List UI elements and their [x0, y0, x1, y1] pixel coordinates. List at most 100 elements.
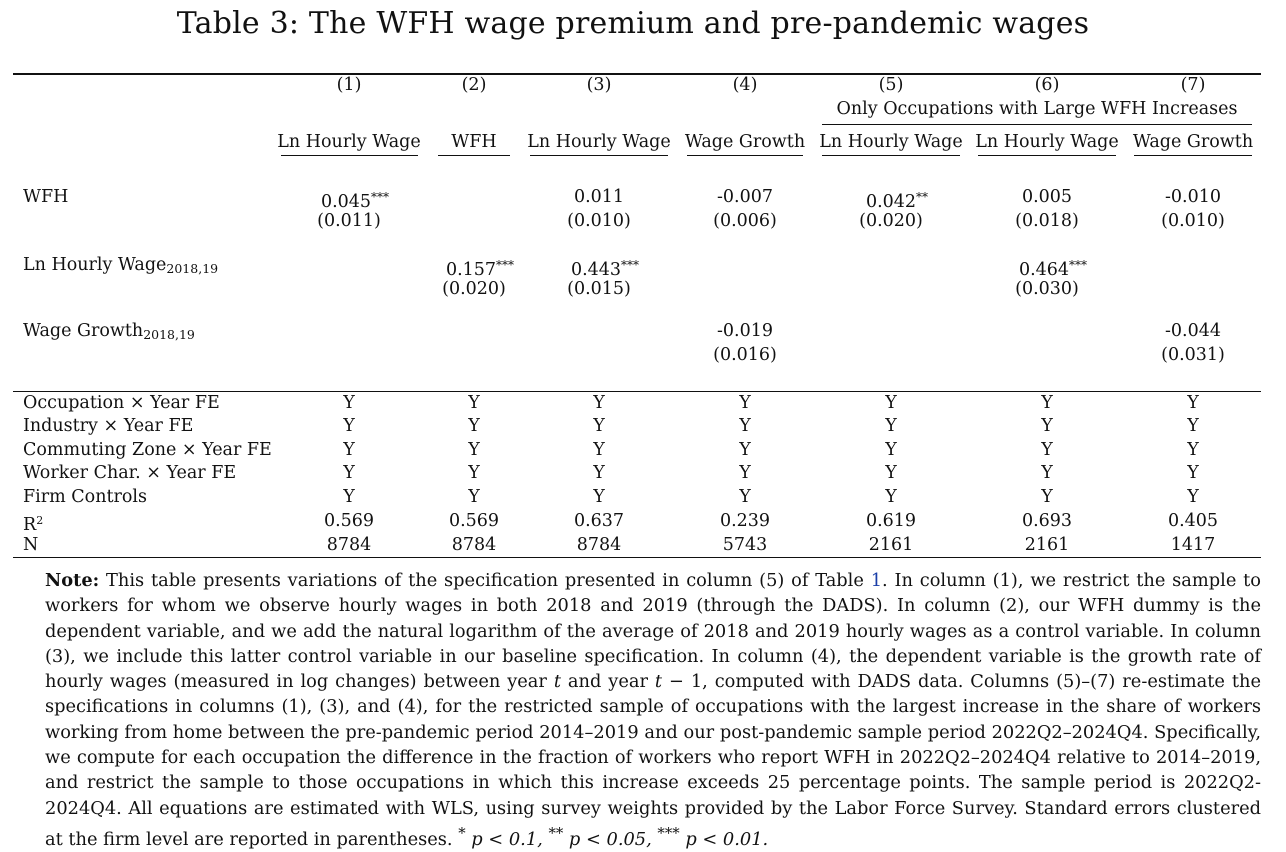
fe-indicator-cell: Y	[343, 416, 355, 436]
column-number: (6)	[1034, 75, 1060, 95]
column-header: Ln Hourly Wage	[527, 132, 671, 152]
fe-indicator-cell: Y	[343, 463, 355, 483]
group-header: Only Occupations with Large WFH Increase…	[836, 99, 1238, 119]
stat-value-cell: 0.619	[865, 511, 917, 531]
column-underline	[438, 155, 510, 156]
fe-row-label: Worker Char. × Year FE	[23, 463, 237, 483]
mid-rule	[13, 391, 1261, 392]
coefficient-cell: -0.019	[717, 320, 773, 342]
fe-indicator-cell: Y	[1041, 416, 1053, 436]
stat-value-cell: 8784	[326, 535, 372, 555]
coefficient-cell: 0.157***	[446, 254, 514, 281]
column-header: Wage Growth	[684, 132, 806, 152]
fe-indicator-cell: Y	[739, 393, 751, 413]
fe-indicator-cell: Y	[1187, 416, 1199, 436]
column-header: Ln Hourly Wage	[975, 132, 1119, 152]
significance-stars: ***	[621, 258, 640, 272]
standard-error-cell: (0.031)	[1161, 345, 1225, 365]
coefficient-value: -0.019	[716, 321, 774, 341]
stat-row-label: R2	[23, 510, 43, 536]
fe-indicator-cell: Y	[1187, 487, 1199, 507]
coefficient-cell: 0.443***	[571, 254, 639, 281]
column-number: (5)	[878, 75, 904, 95]
stat-row-label: N	[23, 534, 38, 556]
significance-stars: ***	[1069, 258, 1088, 272]
coefficient-value: -0.007	[716, 187, 774, 207]
fe-indicator-cell: Y	[468, 440, 480, 460]
coefficient-value: 0.042	[865, 192, 917, 212]
standard-error-cell: (0.018)	[1015, 211, 1079, 231]
coefficient-value: 0.157	[445, 260, 497, 280]
standard-error-cell: (0.010)	[567, 211, 631, 231]
column-underline	[530, 155, 668, 156]
coefficient-cell: 0.045***	[321, 186, 389, 213]
fe-indicator-cell: Y	[468, 463, 480, 483]
stat-value-cell: 8784	[576, 535, 622, 555]
coefficient-cell: 0.005	[1022, 186, 1072, 208]
stat-value-cell: 0.637	[573, 511, 625, 531]
coefficient-value: 0.045	[320, 192, 372, 212]
coefficient-cell: 0.042**	[866, 186, 928, 213]
fe-indicator-cell: Y	[593, 463, 605, 483]
fe-indicator-cell: Y	[885, 416, 897, 436]
row-label-text: Ln Hourly Wage	[23, 255, 167, 275]
fe-indicator-cell: Y	[885, 487, 897, 507]
row-label-subscript: 2018,19	[143, 327, 195, 342]
row-label: WFH	[23, 186, 68, 208]
standard-error-cell: (0.030)	[1015, 279, 1079, 299]
bottom-rule	[13, 557, 1261, 558]
sig-star-3: ***	[657, 824, 680, 842]
stat-value-cell: 8784	[451, 535, 497, 555]
note-var-t1: t	[553, 671, 561, 693]
column-underline	[281, 155, 418, 156]
note-text-2: . In column (1), we restrict the sample …	[45, 570, 1262, 693]
fe-indicator-cell: Y	[885, 393, 897, 413]
fe-row-label: Firm Controls	[23, 487, 147, 507]
row-label-text: Wage Growth	[23, 321, 144, 341]
stat-value-cell: 0.405	[1167, 511, 1219, 531]
fe-indicator-cell: Y	[885, 440, 897, 460]
column-number: (4)	[732, 75, 758, 95]
fe-indicator-cell: Y	[1187, 463, 1199, 483]
coefficient-value: 0.443	[570, 260, 622, 280]
row-label: Ln Hourly Wage2018,19	[23, 254, 218, 280]
table-note: Note: This table presents variations of …	[45, 568, 1261, 852]
coefficient-cell: 0.464***	[1019, 254, 1087, 281]
stat-label-text: R	[23, 515, 37, 535]
fe-indicator-cell: Y	[1041, 440, 1053, 460]
column-underline	[978, 155, 1116, 156]
standard-error-cell: (0.010)	[1161, 211, 1225, 231]
column-header: Wage Growth	[1132, 132, 1254, 152]
row-label-text: WFH	[23, 187, 69, 207]
column-underline	[687, 155, 803, 156]
table-title: Table 3: The WFH wage premium and pre-pa…	[176, 6, 1090, 41]
coefficient-value: 0.011	[573, 187, 625, 207]
sig-star-1: *	[458, 824, 466, 842]
stat-value-cell: 1417	[1170, 535, 1216, 555]
table-reference-link[interactable]: 1	[870, 570, 883, 591]
top-rule	[13, 73, 1261, 75]
fe-indicator-cell: Y	[739, 487, 751, 507]
column-number: (1)	[336, 75, 362, 95]
column-underline	[1134, 155, 1252, 156]
fe-indicator-cell: Y	[343, 393, 355, 413]
significance-stars: ***	[371, 190, 390, 204]
column-number: (7)	[1180, 75, 1206, 95]
coefficient-cell: -0.007	[717, 186, 773, 208]
fe-indicator-cell: Y	[739, 416, 751, 436]
standard-error-cell: (0.020)	[442, 279, 506, 299]
row-label-subscript: 2018,19	[166, 261, 219, 276]
stat-value-cell: 5743	[722, 535, 768, 555]
stat-value-cell: 2161	[1024, 535, 1070, 555]
fe-indicator-cell: Y	[468, 487, 480, 507]
column-number: (3)	[586, 75, 612, 95]
fe-indicator-cell: Y	[593, 440, 605, 460]
standard-error-cell: (0.020)	[859, 211, 923, 231]
sig-level-2: p < 0.05,	[563, 828, 658, 850]
note-text-1: This table presents variations of the sp…	[106, 570, 871, 591]
coefficient-value: -0.010	[1164, 187, 1222, 207]
coefficient-value: 0.464	[1018, 260, 1070, 280]
fe-indicator-cell: Y	[468, 416, 480, 436]
fe-indicator-cell: Y	[468, 393, 480, 413]
